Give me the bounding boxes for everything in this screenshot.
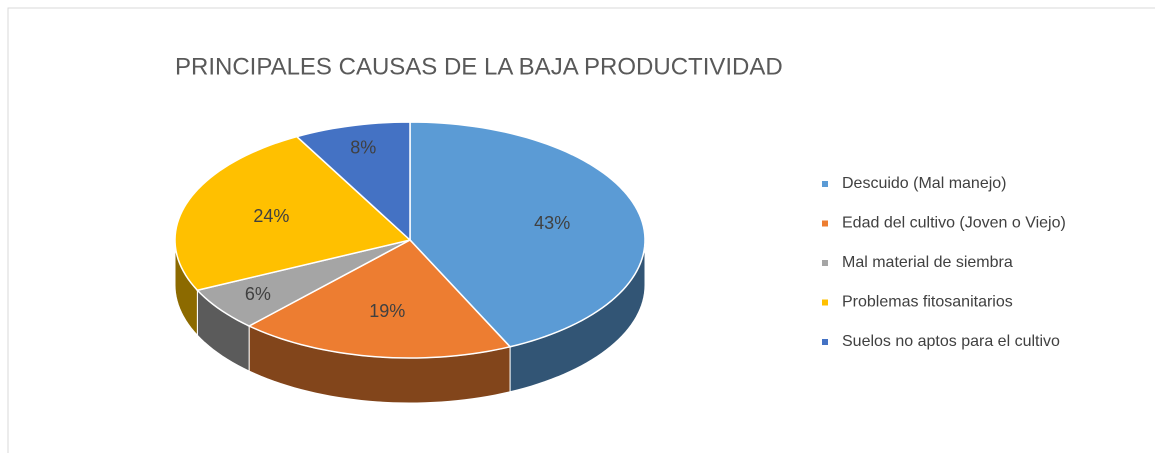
slice (195, 239, 411, 327)
legend-swatch (822, 339, 828, 345)
legend-label: Problemas fitosanitarios (842, 294, 1013, 311)
chart-title: PRINCIPALES CAUSAS DE LA BAJA PRODUCTIVI… (175, 53, 783, 80)
legend-swatch (822, 299, 828, 306)
legend-swatch (822, 260, 828, 266)
legend-label: Mal material de siembra (842, 254, 1013, 271)
slice (409, 121, 646, 348)
slice (247, 239, 512, 359)
legend-label: Edad del cultivo (Joven o Viejo) (842, 215, 1066, 232)
data-label: 43% (534, 213, 570, 233)
legend-swatch (822, 220, 828, 227)
legend-swatch (822, 181, 828, 187)
slice (295, 121, 411, 242)
legend-label: Suelos no aptos para el cultivo (842, 333, 1060, 350)
legend-label: Descuido (Mal manejo) (842, 175, 1007, 192)
slice (174, 135, 412, 292)
data-label: 24% (253, 206, 289, 226)
data-label: 8% (350, 137, 376, 157)
data-label: 19% (369, 301, 405, 321)
data-label: 6% (245, 284, 271, 304)
